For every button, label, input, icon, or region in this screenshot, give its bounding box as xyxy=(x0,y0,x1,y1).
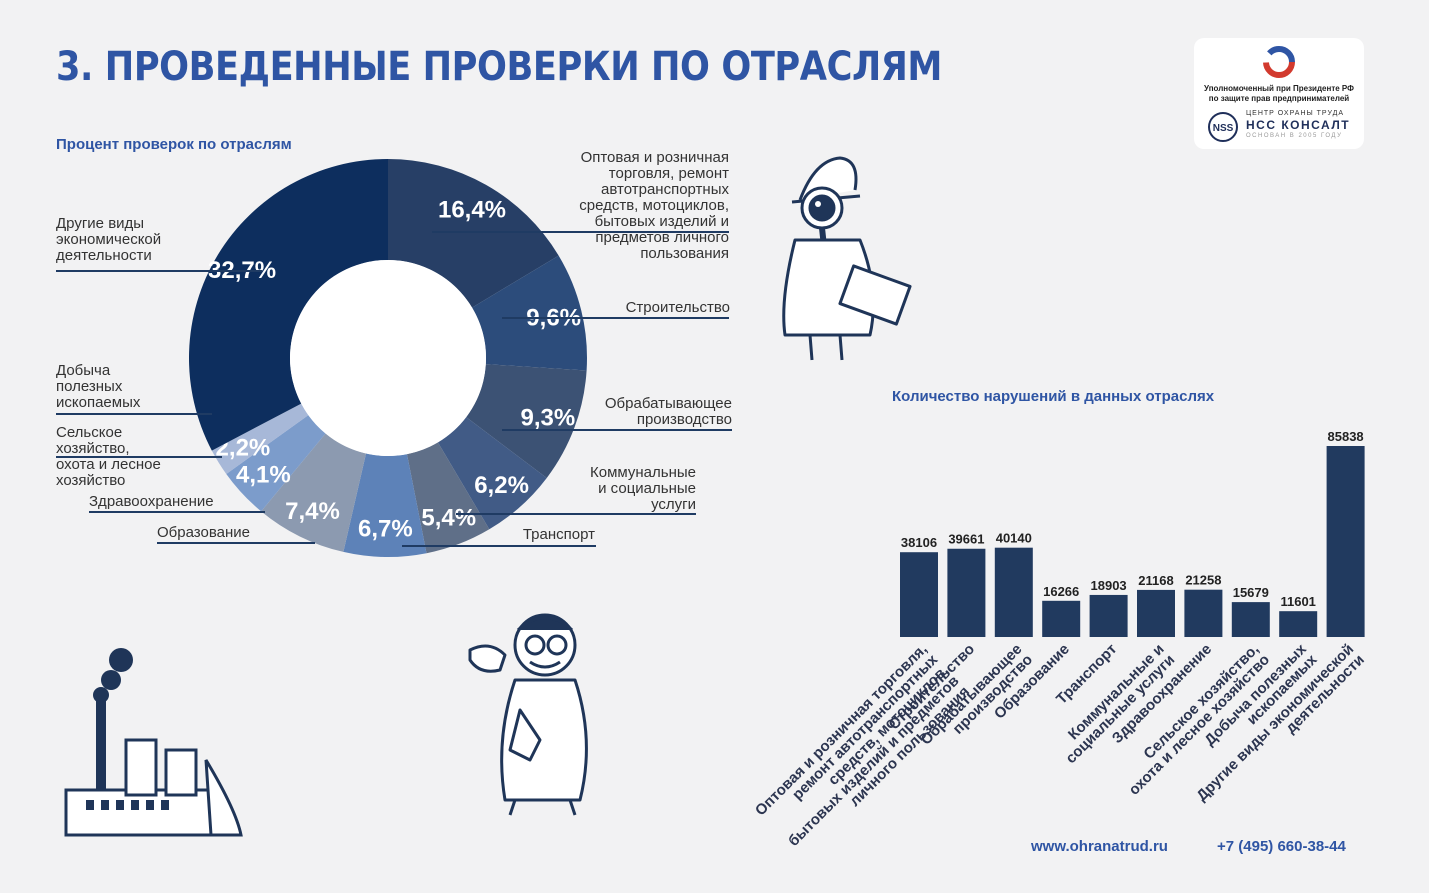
pie-label-transport: Транспорт xyxy=(522,526,595,543)
pie-label-health: Здравоохранение xyxy=(89,493,214,510)
bar-value-label-7: 15679 xyxy=(1233,585,1269,600)
pie-value-label-2: 9,3% xyxy=(521,404,576,431)
pie-value-label-5: 6,7% xyxy=(358,515,413,542)
pie-label-other: Другие виды экономической деятельности xyxy=(56,215,162,264)
bar-value-label-5: 21168 xyxy=(1138,573,1173,588)
bar-value-label-4: 18903 xyxy=(1091,578,1127,593)
phone-number: +7 (495) 660-38-44 xyxy=(1217,838,1346,855)
pie-value-label-4: 5,4% xyxy=(421,504,476,531)
bar-value-label-3: 16266 xyxy=(1043,584,1079,599)
ombudsman-logo-icon xyxy=(1263,46,1295,78)
bar-2 xyxy=(994,547,1033,637)
factory-illustration-icon xyxy=(64,648,243,837)
bar-value-label-9: 85838 xyxy=(1328,429,1364,444)
logo-caption-line2: по защите прав предпринимателей xyxy=(1208,94,1350,103)
bar-3 xyxy=(1042,600,1081,637)
bar-4 xyxy=(1089,594,1128,637)
pie-value-label-0: 16,4% xyxy=(438,197,506,224)
bar-9 xyxy=(1326,446,1365,637)
nss-badge-icon: NSS xyxy=(1208,112,1238,142)
bar-0 xyxy=(900,552,938,637)
pie-slice-9 xyxy=(188,159,388,451)
pie-slice-2 xyxy=(466,364,587,478)
pie-value-label-3: 6,2% xyxy=(474,472,529,499)
bar-chart-title: Количество нарушений в данных отраслях xyxy=(892,388,1215,405)
pie-value-label-7: 4,1% xyxy=(236,461,291,488)
pie-label-agriculture: Сельское хозяйство, охота и лесное хозяй… xyxy=(56,424,161,489)
pie-slice-8 xyxy=(211,403,309,474)
pie-label-education: Образование xyxy=(157,524,250,541)
detective-illustration-icon xyxy=(782,156,912,361)
pie-value-label-6: 7,4% xyxy=(285,498,340,525)
pie-label-mining: Добыча полезных ископаемых xyxy=(56,362,141,411)
nss-main-text: НСС КОНСАЛТ xyxy=(1246,118,1351,132)
bar-value-label-6: 21258 xyxy=(1185,573,1221,588)
pie-slice-3 xyxy=(437,417,547,530)
logo-box: Уполномоченный при Президенте РФ по защи… xyxy=(1194,38,1364,149)
pie-slice-1 xyxy=(472,255,587,371)
bar-value-label-2: 40140 xyxy=(996,531,1032,546)
pie-slice-5 xyxy=(343,453,427,557)
pie-label-trade: Оптовая и розничная торговля, ремонт авт… xyxy=(579,149,729,262)
bar-7 xyxy=(1231,602,1270,637)
nss-top-text: ЦЕНТР ОХРАНЫ ТРУДА xyxy=(1246,110,1344,117)
bar-value-label-1: 39661 xyxy=(948,532,984,547)
pie-label-manufacturing: Обрабатывающее производство xyxy=(604,395,732,428)
pie-slice-6 xyxy=(261,433,367,552)
pie-slice-0 xyxy=(388,159,559,308)
bar-value-label-0: 38106 xyxy=(901,535,937,550)
nss-sub-text: ОСНОВАН В 2005 ГОДУ xyxy=(1246,133,1343,139)
pie-slice-7 xyxy=(226,415,326,512)
pie-slice-4 xyxy=(406,442,490,554)
pie-label-construction: Строительство xyxy=(625,299,730,316)
bar-value-label-8: 11601 xyxy=(1280,594,1315,609)
scientist-illustration-icon xyxy=(468,613,588,816)
bar-6 xyxy=(1184,589,1223,637)
logo-caption-line1: Уполномоченный при Президенте РФ xyxy=(1204,84,1354,93)
pie-chart-title: Процент проверок по отраслям xyxy=(56,136,292,153)
donut-hole xyxy=(290,260,486,456)
bar-1 xyxy=(947,548,986,637)
page-title: 3. ПРОВЕДЕННЫЕ ПРОВЕРКИ ПО ОТРАСЛЯМ xyxy=(56,44,943,90)
website-link[interactable]: www.ohranatrud.ru xyxy=(1031,838,1168,855)
pie-label-utilities: Коммунальные и социальные услуги xyxy=(590,464,696,513)
bar-5 xyxy=(1137,589,1175,637)
bar-8 xyxy=(1279,611,1318,637)
